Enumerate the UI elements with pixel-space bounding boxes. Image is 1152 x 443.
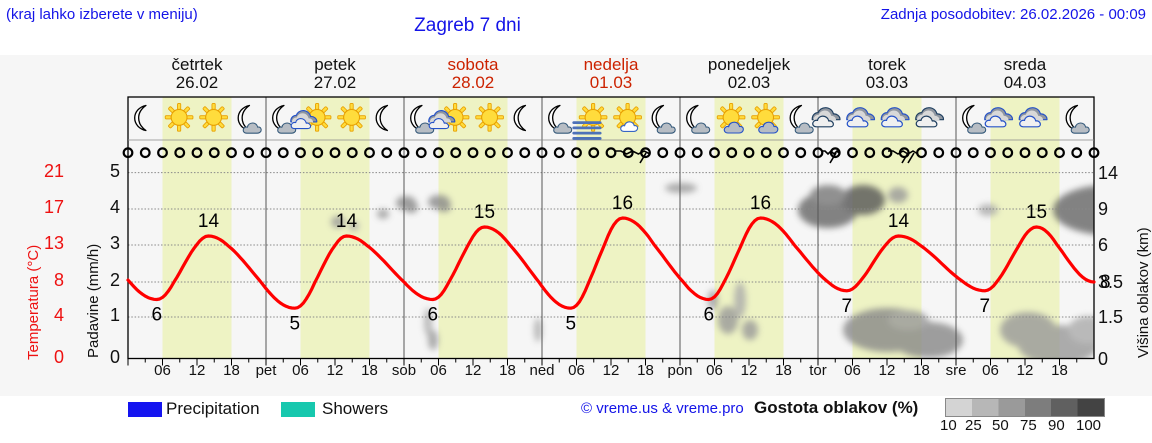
svg-text:7: 7 (841, 296, 852, 317)
svg-text:7: 7 (979, 296, 990, 317)
svg-text:5: 5 (289, 313, 300, 334)
svg-text:14: 14 (336, 211, 358, 232)
svg-text:5: 5 (565, 313, 576, 334)
svg-text:15: 15 (1026, 202, 1047, 223)
svg-text:8: 8 (1100, 272, 1111, 293)
svg-text:14: 14 (198, 211, 220, 232)
svg-text:16: 16 (612, 193, 633, 214)
svg-text:14: 14 (888, 211, 910, 232)
svg-text:16: 16 (750, 193, 771, 214)
svg-text:6: 6 (703, 305, 714, 326)
svg-text:6: 6 (427, 305, 438, 326)
svg-text:15: 15 (474, 202, 495, 223)
svg-text:6: 6 (151, 305, 162, 326)
